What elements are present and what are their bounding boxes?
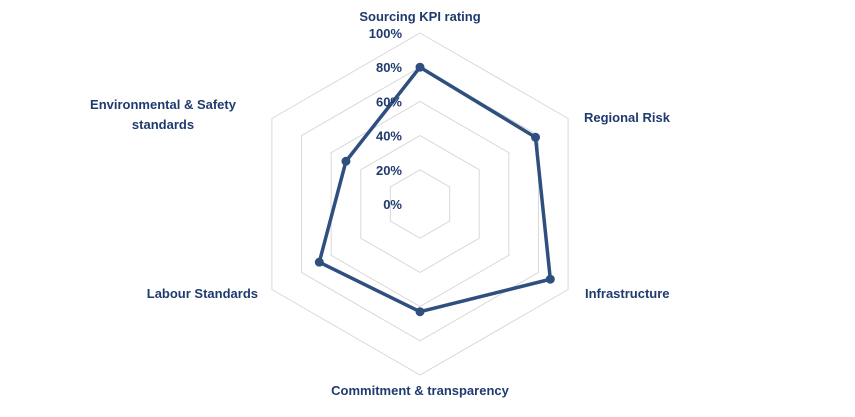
series-line: [317, 65, 553, 314]
category-label: standards: [132, 117, 194, 132]
grid-ring-1: [389, 169, 451, 239]
grid-ring-2: [360, 135, 480, 273]
category-label: Infrastructure: [585, 286, 670, 301]
data-point-3: [415, 307, 425, 317]
tick-label: 20%: [376, 163, 402, 178]
data-point-2: [545, 274, 555, 284]
category-label: Sourcing KPI rating: [359, 9, 480, 24]
tick-label: 0%: [383, 197, 402, 212]
tick-label: 40%: [376, 129, 402, 144]
grid-ring-4: [301, 66, 539, 342]
category-label: Commitment & transparency: [331, 383, 509, 398]
tick-label: 80%: [376, 60, 402, 75]
data-point-4: [314, 257, 324, 267]
category-label: Environmental & Safety: [90, 97, 237, 112]
data-point-0: [415, 62, 425, 72]
category-label: Regional Risk: [584, 110, 671, 125]
tick-label: 60%: [376, 94, 402, 109]
tick-label: 100%: [369, 26, 403, 41]
data-point-1: [531, 132, 541, 142]
grid-ring-3: [330, 100, 510, 308]
category-label: Labour Standards: [147, 286, 258, 301]
grid-ring-5: [271, 32, 569, 376]
data-point-5: [341, 156, 351, 166]
